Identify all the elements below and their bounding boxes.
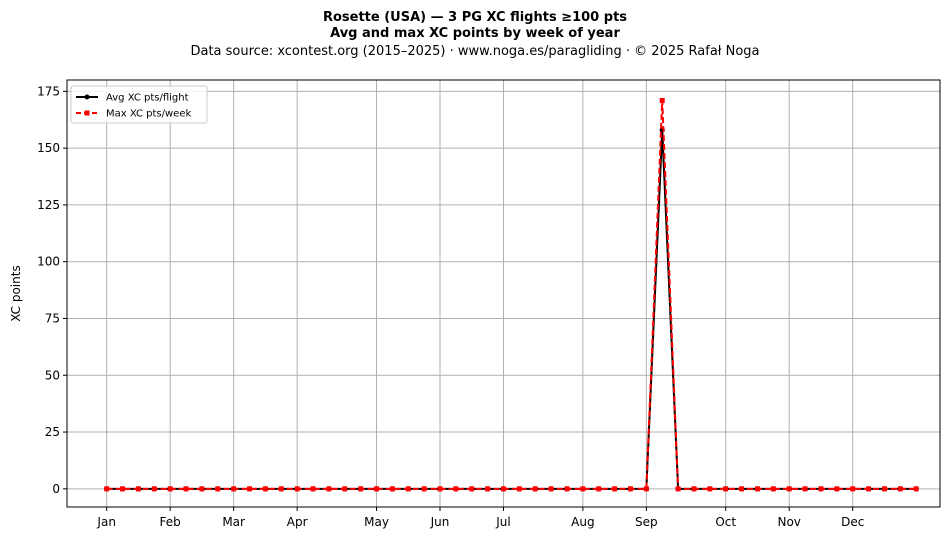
data-point (850, 486, 856, 492)
data-point (723, 486, 729, 492)
data-point (247, 486, 253, 492)
data-point (516, 486, 522, 492)
data-point (564, 486, 570, 492)
series-line (106, 128, 917, 490)
data-point (342, 486, 348, 492)
data-point (548, 486, 554, 492)
y-tick-label: 175 (37, 84, 60, 98)
x-tick-label: Sep (635, 515, 658, 529)
y-tick-label: 25 (45, 425, 60, 439)
y-axis: 0 25 50 75 100 125 150 175 (37, 84, 67, 496)
data-point (675, 486, 681, 492)
series-avg (104, 127, 919, 492)
x-tick-label: Dec (841, 515, 864, 529)
data-point (866, 486, 872, 492)
data-point (754, 486, 760, 492)
data-point (231, 486, 237, 492)
data-point (818, 486, 824, 492)
data-point (786, 486, 792, 492)
data-point (358, 486, 364, 492)
x-tick-label: Mar (222, 515, 245, 529)
legend: Avg XC pts/flight Max XC pts/week (70, 85, 208, 124)
x-tick-label: Oct (715, 515, 736, 529)
data-point (183, 486, 189, 492)
data-point (405, 486, 411, 492)
data-point (437, 486, 443, 492)
data-point (501, 486, 506, 492)
series-max (104, 97, 919, 492)
chart-subtitle: Avg and max XC points by week of year (330, 26, 620, 41)
data-point (310, 486, 316, 492)
data-point (913, 486, 919, 492)
y-tick-label: 100 (37, 255, 60, 269)
x-tick-label: Jan (96, 515, 116, 529)
data-point (199, 486, 205, 492)
legend-avg-label: Avg XC pts/flight (106, 93, 189, 104)
x-tick-label: Nov (777, 515, 800, 529)
data-point (770, 486, 776, 492)
data-point (135, 486, 141, 492)
data-point (278, 486, 284, 492)
series-line (106, 99, 917, 490)
chart-title: Rosette (USA) — 3 PG XC flights ≥100 pts (323, 10, 627, 25)
data-point (707, 486, 713, 492)
series-layer (104, 97, 919, 492)
data-point (374, 486, 380, 492)
x-tick-label: Apr (287, 515, 308, 529)
data-point (881, 486, 887, 492)
legend-max-label: Max XC pts/week (106, 109, 191, 120)
data-point (326, 486, 332, 492)
data-point (612, 486, 618, 492)
legend-box (70, 85, 208, 124)
data-point (151, 486, 157, 492)
chart-source-line: Data source: xcontest.org (2015–2025) · … (190, 44, 759, 59)
data-point (691, 486, 697, 492)
x-tick-label: Jul (495, 515, 510, 529)
data-point (421, 486, 427, 492)
data-point (215, 486, 221, 492)
x-tick-label: May (364, 515, 389, 529)
y-tick-label: 125 (37, 198, 60, 212)
x-axis: Jan Feb Mar Apr May Jun Jul Aug Sep Oct Nov Dec (96, 507, 864, 529)
legend-avg-marker (84, 94, 90, 100)
data-point (834, 486, 840, 492)
grid (67, 80, 940, 507)
x-tick-label: Feb (160, 515, 181, 529)
y-axis-label: XC points (9, 265, 23, 321)
data-point (294, 486, 300, 492)
data-point (643, 486, 649, 492)
data-point (739, 486, 745, 492)
data-point (627, 486, 633, 492)
y-tick-label: 50 (45, 368, 60, 382)
data-point (262, 486, 268, 492)
data-point (167, 486, 173, 492)
y-tick-label: 150 (37, 141, 60, 155)
data-point (580, 486, 586, 492)
data-point (453, 486, 459, 492)
x-tick-label: Aug (571, 515, 594, 529)
data-point (485, 486, 491, 492)
data-point (389, 486, 395, 492)
data-point (897, 486, 903, 492)
data-point (532, 486, 538, 492)
y-tick-label: 75 (45, 311, 60, 325)
data-point (120, 486, 126, 492)
x-tick-label: Jun (430, 515, 450, 529)
legend-max-marker (84, 110, 90, 116)
data-point (104, 486, 110, 492)
data-point (469, 486, 475, 492)
data-point (596, 486, 602, 492)
data-point (659, 97, 665, 103)
data-point (802, 486, 808, 492)
y-tick-label: 0 (52, 482, 60, 496)
